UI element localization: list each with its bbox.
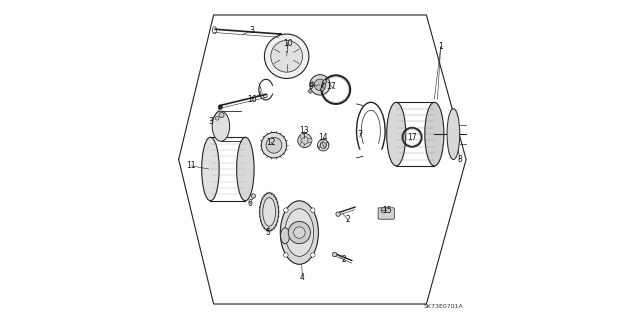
Circle shape xyxy=(251,194,255,198)
Circle shape xyxy=(264,94,268,98)
Circle shape xyxy=(288,221,310,244)
Text: 15: 15 xyxy=(382,206,392,215)
Circle shape xyxy=(266,137,282,153)
Circle shape xyxy=(310,208,315,212)
Circle shape xyxy=(284,253,288,257)
Ellipse shape xyxy=(387,102,406,166)
Circle shape xyxy=(320,142,326,148)
Text: 3: 3 xyxy=(208,117,213,126)
Text: SK73E0701A: SK73E0701A xyxy=(423,304,463,309)
Circle shape xyxy=(332,252,337,257)
Circle shape xyxy=(310,75,330,95)
Circle shape xyxy=(278,33,282,37)
Text: 17: 17 xyxy=(407,133,417,142)
Text: 1: 1 xyxy=(438,42,443,51)
Text: 7: 7 xyxy=(357,130,362,138)
Circle shape xyxy=(261,132,287,158)
Circle shape xyxy=(218,105,223,109)
Bar xyxy=(310,82,315,86)
FancyBboxPatch shape xyxy=(378,208,394,219)
Ellipse shape xyxy=(260,193,278,231)
Text: 16: 16 xyxy=(247,95,257,104)
Ellipse shape xyxy=(237,137,254,201)
Text: 6: 6 xyxy=(248,199,253,208)
Text: 12: 12 xyxy=(266,137,276,146)
Ellipse shape xyxy=(280,228,289,244)
Text: 13: 13 xyxy=(300,126,309,135)
Circle shape xyxy=(271,41,303,72)
Text: 3: 3 xyxy=(249,26,254,35)
Circle shape xyxy=(294,227,305,238)
Circle shape xyxy=(381,208,386,213)
Circle shape xyxy=(298,133,312,147)
Ellipse shape xyxy=(202,137,219,201)
Text: 14: 14 xyxy=(318,133,328,142)
Circle shape xyxy=(310,253,315,257)
Text: 2: 2 xyxy=(346,215,350,224)
Bar xyxy=(308,89,312,94)
Text: 11: 11 xyxy=(187,161,196,170)
Circle shape xyxy=(317,139,329,151)
Text: 17: 17 xyxy=(326,82,336,91)
Text: 9: 9 xyxy=(308,82,313,91)
Circle shape xyxy=(219,113,224,118)
Circle shape xyxy=(301,137,308,144)
Circle shape xyxy=(264,34,309,78)
Text: 10: 10 xyxy=(284,39,293,48)
Circle shape xyxy=(308,138,312,143)
Text: 5: 5 xyxy=(265,228,270,237)
Circle shape xyxy=(314,79,326,91)
Bar xyxy=(323,79,327,84)
Text: 2: 2 xyxy=(342,255,346,264)
Circle shape xyxy=(300,134,305,138)
Ellipse shape xyxy=(263,197,276,226)
Text: 4: 4 xyxy=(300,272,305,281)
Ellipse shape xyxy=(280,201,319,264)
Ellipse shape xyxy=(447,109,460,160)
Circle shape xyxy=(284,208,288,212)
Ellipse shape xyxy=(212,111,230,141)
Bar xyxy=(320,87,325,91)
Ellipse shape xyxy=(425,102,444,166)
Circle shape xyxy=(336,212,340,216)
Circle shape xyxy=(215,116,219,120)
Text: 8: 8 xyxy=(458,155,462,164)
Circle shape xyxy=(300,143,305,147)
Ellipse shape xyxy=(285,209,314,256)
